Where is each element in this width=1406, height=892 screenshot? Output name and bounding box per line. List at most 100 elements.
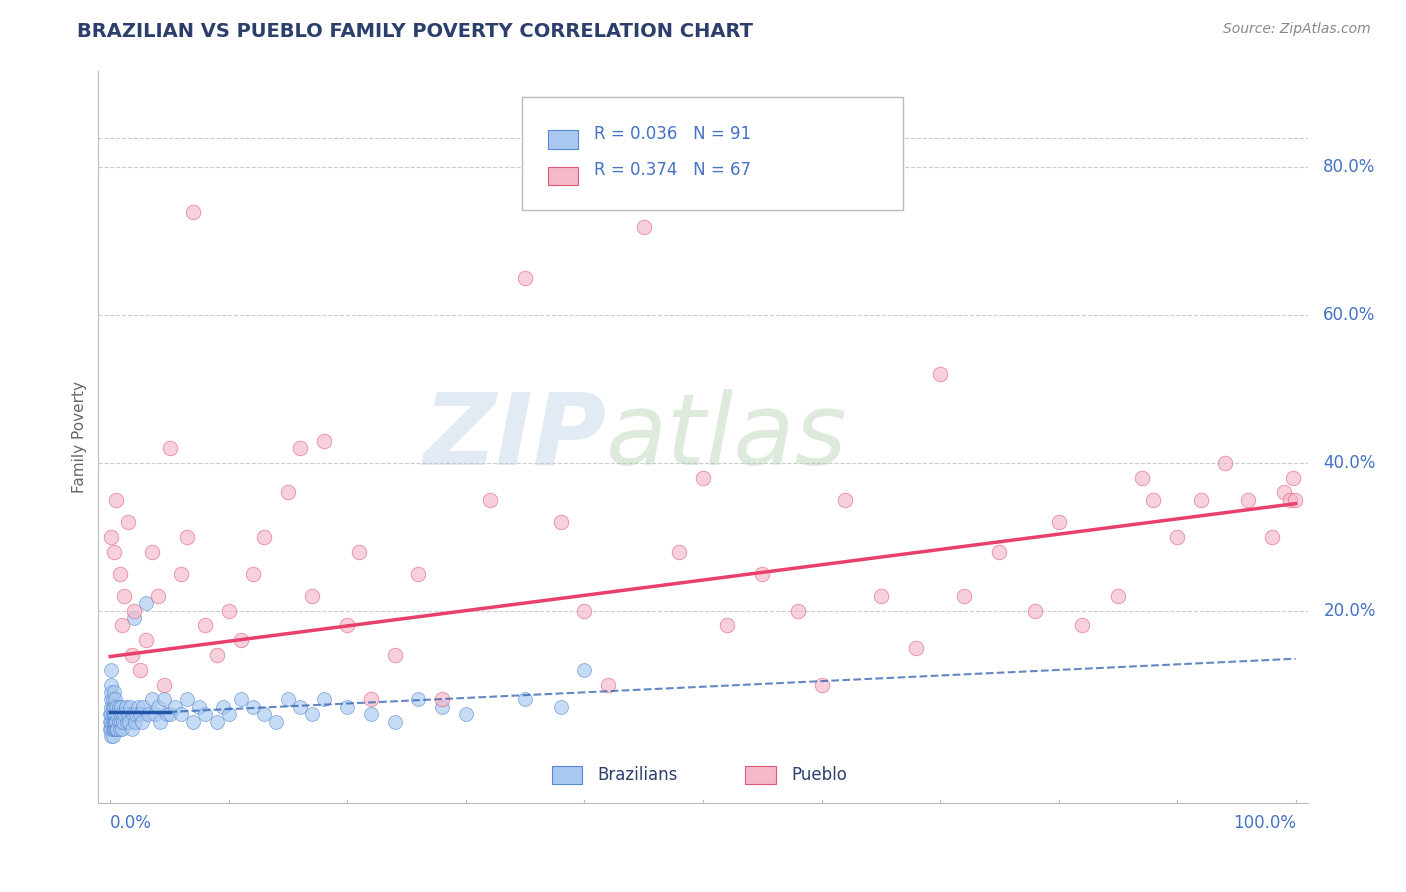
Point xyxy=(264,714,287,729)
Point xyxy=(288,699,311,714)
Point xyxy=(101,707,124,722)
Point xyxy=(194,618,217,632)
Point xyxy=(103,707,125,722)
Point xyxy=(100,677,122,691)
Point xyxy=(432,699,454,714)
Point xyxy=(117,707,139,722)
Point xyxy=(110,699,132,714)
Bar xyxy=(551,766,582,784)
Point xyxy=(108,566,131,581)
Point xyxy=(336,699,359,714)
Point xyxy=(181,204,204,219)
Point xyxy=(135,596,157,610)
Point xyxy=(117,515,139,529)
Point xyxy=(205,714,228,729)
Point xyxy=(277,692,299,706)
Y-axis label: Family Poverty: Family Poverty xyxy=(72,381,87,493)
Point xyxy=(1142,492,1164,507)
Point xyxy=(181,714,204,729)
Point xyxy=(360,707,382,722)
Point xyxy=(152,677,174,691)
Point xyxy=(988,544,1011,558)
Point xyxy=(101,722,124,736)
Point xyxy=(111,722,134,736)
Point xyxy=(515,271,537,285)
Point xyxy=(668,544,690,558)
Bar xyxy=(548,130,578,149)
Point xyxy=(384,714,406,729)
Point xyxy=(515,692,537,706)
Point xyxy=(100,714,122,729)
Point xyxy=(105,707,128,722)
Text: R = 0.374   N = 67: R = 0.374 N = 67 xyxy=(595,161,751,179)
Point xyxy=(101,729,124,743)
Point xyxy=(432,692,454,706)
Point xyxy=(115,714,138,729)
Point xyxy=(478,492,501,507)
Point xyxy=(141,692,163,706)
Text: Source: ZipAtlas.com: Source: ZipAtlas.com xyxy=(1223,22,1371,37)
Point xyxy=(135,633,157,648)
Point xyxy=(786,604,808,618)
Point xyxy=(692,471,714,485)
Point xyxy=(104,707,127,722)
Point xyxy=(108,707,131,722)
Point xyxy=(107,714,129,729)
Point xyxy=(129,707,152,722)
Point xyxy=(952,589,974,603)
Point xyxy=(408,566,430,581)
Point xyxy=(360,692,382,706)
Point xyxy=(336,618,359,632)
Text: Pueblo: Pueblo xyxy=(792,766,848,784)
Point xyxy=(1166,530,1188,544)
Point xyxy=(550,699,572,714)
Text: 80.0%: 80.0% xyxy=(1323,159,1375,177)
Point xyxy=(104,722,127,736)
Point xyxy=(229,692,252,706)
Point xyxy=(105,722,128,736)
Point xyxy=(1189,492,1212,507)
Point xyxy=(1237,492,1260,507)
Point xyxy=(218,707,240,722)
Point xyxy=(118,714,141,729)
Text: BRAZILIAN VS PUEBLO FAMILY POVERTY CORRELATION CHART: BRAZILIAN VS PUEBLO FAMILY POVERTY CORRE… xyxy=(77,22,754,41)
Point xyxy=(112,714,135,729)
Point xyxy=(107,699,129,714)
Point xyxy=(253,707,276,722)
Point xyxy=(869,589,891,603)
Point xyxy=(121,722,143,736)
Point xyxy=(152,692,174,706)
Point xyxy=(149,714,172,729)
Point xyxy=(103,699,125,714)
Point xyxy=(253,530,276,544)
Point xyxy=(100,530,122,544)
Point xyxy=(716,618,738,632)
Point xyxy=(176,692,198,706)
Point xyxy=(834,492,856,507)
Bar xyxy=(548,167,578,186)
Point xyxy=(104,692,127,706)
Point xyxy=(574,604,596,618)
Point xyxy=(146,699,169,714)
Point xyxy=(132,699,155,714)
Point xyxy=(121,707,143,722)
Point xyxy=(156,707,179,722)
Point xyxy=(1024,604,1046,618)
Point xyxy=(288,441,311,455)
Point xyxy=(218,604,240,618)
Point xyxy=(165,699,187,714)
Point xyxy=(242,699,264,714)
Point xyxy=(810,677,832,691)
Point xyxy=(125,707,148,722)
Point xyxy=(242,566,264,581)
Point xyxy=(122,611,145,625)
Point xyxy=(170,566,193,581)
Point xyxy=(100,685,122,699)
Point xyxy=(176,530,198,544)
Point xyxy=(105,714,128,729)
Point xyxy=(312,434,335,448)
Point xyxy=(143,707,166,722)
Point xyxy=(1282,471,1305,485)
Point xyxy=(100,722,122,736)
Point xyxy=(574,663,596,677)
